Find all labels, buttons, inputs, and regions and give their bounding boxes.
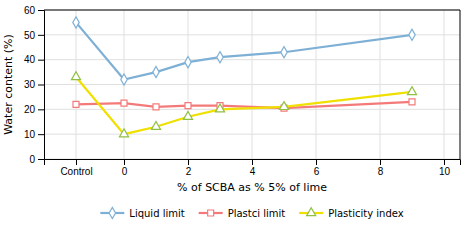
tick-label: 0 (122, 166, 128, 177)
axis-line (38, 11, 45, 160)
tick: 60 (24, 5, 44, 16)
axis-line (45, 160, 461, 166)
tick: 0 (122, 159, 128, 177)
grid-line (44, 84, 460, 85)
frame-line (460, 10, 461, 159)
marker (73, 17, 79, 28)
marker (121, 74, 127, 85)
tick: 8 (378, 159, 384, 177)
tick: Control (60, 159, 92, 177)
chart: Control 0 2 4 6 8 10 0 10 20 30 40 50 60 % of SCBA as … (0, 0, 474, 225)
tick: 0 (29, 154, 44, 165)
tick-label: 50 (24, 30, 36, 41)
tick: 30 (24, 79, 44, 90)
tick-label: 20 (24, 104, 36, 115)
tick-label: 30 (24, 79, 36, 90)
legend-marker (109, 207, 115, 218)
tick-mark (38, 134, 44, 135)
marker (185, 57, 191, 68)
marker (409, 29, 415, 40)
tick-mark (252, 159, 253, 165)
tick-mark (76, 159, 77, 165)
tick-label: 6 (314, 166, 320, 177)
tick-label: 10 (24, 129, 36, 140)
marker (183, 112, 192, 120)
series-area (71, 17, 416, 137)
grid-line (44, 10, 460, 11)
y-axis: 0 10 20 30 40 50 60 (24, 5, 45, 165)
tick-mark (188, 159, 189, 165)
series-line (76, 77, 412, 134)
legend: Liquid limit Plastci limit Plasticity inde… (100, 207, 403, 218)
marker (151, 121, 160, 129)
tick: 20 (24, 104, 44, 115)
legend-marker (208, 210, 214, 216)
tick-mark (38, 60, 44, 61)
marker (73, 101, 79, 107)
marker (71, 72, 80, 80)
x-axis: Control 0 2 4 6 8 10 (45, 159, 461, 177)
marker (153, 66, 159, 77)
legend-marker (307, 208, 316, 216)
tick-mark (38, 10, 44, 11)
legend-label: Liquid limit (129, 208, 184, 219)
marker (409, 99, 415, 105)
legend-label: Plastci limit (228, 208, 286, 219)
marker (407, 87, 416, 95)
tick-label: 0 (29, 154, 35, 165)
tick-mark (316, 159, 317, 165)
tick: 2 (186, 159, 192, 177)
grid (44, 10, 460, 159)
marker (185, 103, 191, 109)
tick: 6 (314, 159, 320, 177)
tick-label: 10 (439, 166, 451, 177)
frame-line (44, 10, 460, 11)
legend-label: Plasticity index (328, 208, 404, 219)
tick: 10 (24, 129, 44, 140)
tick: 10 (439, 159, 451, 177)
tick-mark (380, 159, 381, 165)
tick-mark (38, 159, 44, 160)
tick-mark (38, 85, 44, 86)
tick: 50 (24, 30, 44, 41)
legend-item: Plastci limit (199, 208, 286, 219)
tick-mark (124, 159, 125, 165)
marker (279, 102, 288, 110)
tick-mark (444, 159, 445, 165)
marker (119, 129, 128, 137)
tick-label: 40 (24, 54, 36, 65)
tick-label: Control (60, 166, 92, 177)
marker (217, 52, 223, 63)
grid-line (44, 34, 460, 35)
tick-mark (38, 35, 44, 36)
plot: Control 0 2 4 6 8 10 0 10 20 30 40 50 60 % of SCBA as … (2, 5, 461, 194)
marker (153, 104, 159, 110)
tick-label: 4 (250, 166, 256, 177)
tick-label: 8 (378, 166, 384, 177)
tick: 40 (24, 54, 44, 65)
tick-label: 60 (24, 5, 36, 16)
marker (281, 47, 287, 58)
tick-mark (38, 109, 44, 110)
tick-label: 2 (186, 166, 192, 177)
y-axis-title: Water content (%) (2, 34, 15, 135)
legend-item: Liquid limit (100, 207, 184, 218)
marker (121, 100, 127, 106)
marker (215, 104, 224, 112)
series-line (76, 22, 412, 79)
grid-line (44, 134, 460, 135)
x-axis-title: % of SCBA as % 5% of lime (177, 181, 327, 194)
legend-item: Plasticity index (299, 208, 404, 219)
tick: 4 (250, 159, 256, 177)
